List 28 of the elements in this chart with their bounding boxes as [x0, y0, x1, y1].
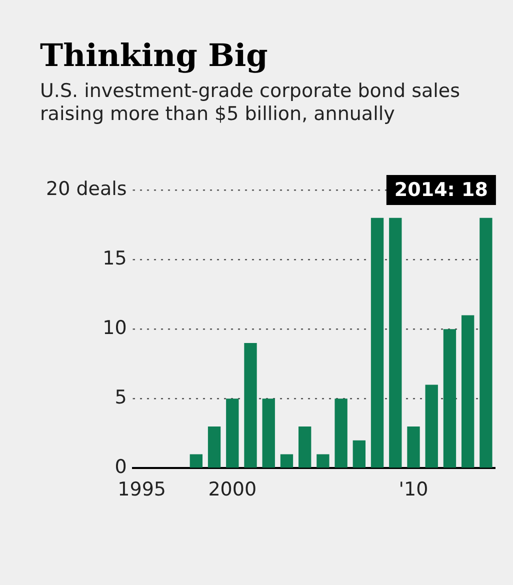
y-tick-label: 20 deals	[46, 178, 127, 200]
y-tick-label: 10	[102, 317, 127, 340]
bar	[280, 454, 294, 468]
x-tick-label: 2000	[208, 478, 257, 501]
y-tick-label: 0	[114, 456, 127, 478]
bar	[370, 218, 384, 468]
bar	[190, 454, 203, 468]
bar	[443, 329, 456, 468]
bar	[425, 384, 438, 468]
bar	[352, 440, 366, 468]
bar	[298, 426, 312, 468]
x-tick-label: '10	[398, 478, 428, 501]
x-tick-label: 1995	[118, 478, 166, 501]
y-tick-label: 15	[102, 247, 127, 270]
y-tick-label: 5	[114, 386, 127, 409]
bar	[208, 426, 221, 468]
bar	[461, 315, 474, 468]
bar	[262, 398, 275, 468]
bar	[334, 398, 348, 468]
bar	[226, 398, 239, 468]
bar	[407, 426, 420, 468]
bar	[316, 454, 330, 468]
bar	[244, 343, 257, 468]
annotation: 2014: 18	[394, 178, 488, 201]
chart-subtitle: U.S. investment-grade corporate bond sales raising more than $5 billion, annually	[40, 80, 461, 126]
bar	[389, 218, 402, 468]
chart-title: Thinking Big	[40, 38, 268, 74]
bar	[480, 218, 492, 468]
